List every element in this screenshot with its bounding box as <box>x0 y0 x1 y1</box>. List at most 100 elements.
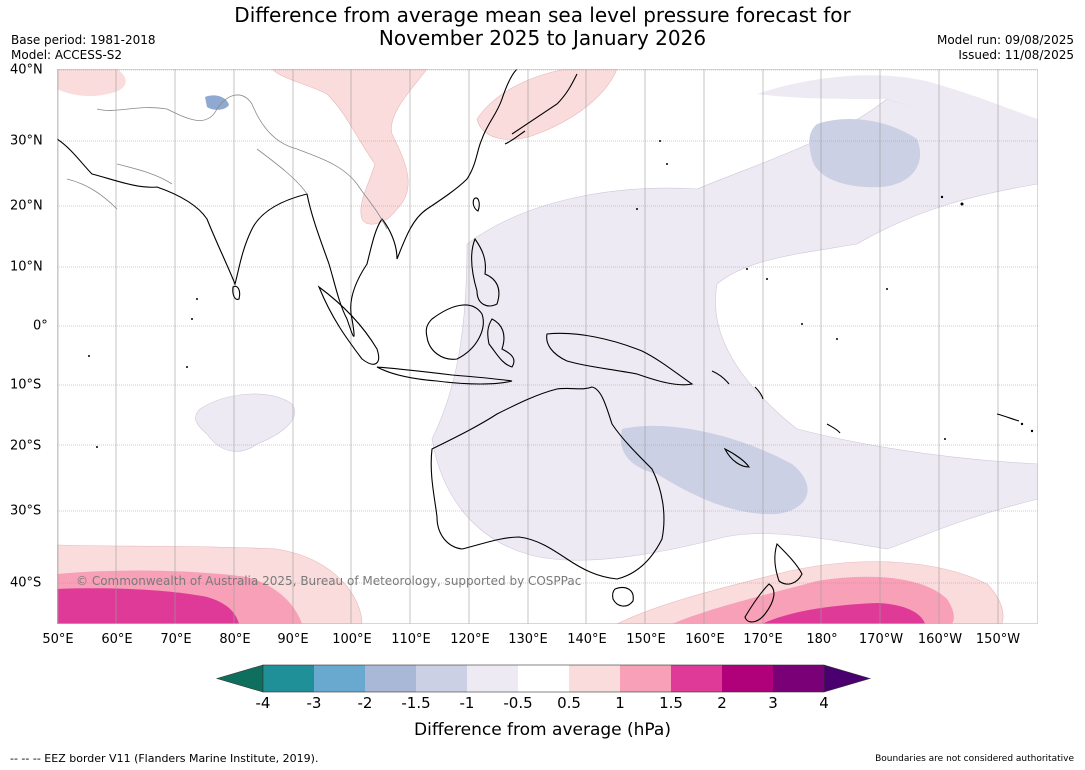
new-zealand-north <box>774 542 803 585</box>
x-tick: 180° <box>806 632 838 647</box>
colorbar-segments <box>215 664 871 693</box>
x-tick: 50°E <box>42 632 74 647</box>
x-tick: 120°E <box>450 632 490 647</box>
taiwan <box>472 197 480 212</box>
y-tick: 10°N <box>10 259 43 275</box>
colorbar-label: -2 <box>357 694 373 712</box>
colorbar-label: -3 <box>306 694 322 712</box>
eez-legend: -- -- -- EEZ border V11 (Flanders Marine… <box>10 752 319 765</box>
x-tick: 80°E <box>219 632 251 647</box>
australia <box>430 386 665 580</box>
issued-date: Issued: 11/08/2025 <box>958 48 1074 62</box>
borneo <box>425 304 484 360</box>
base-period: Base period: 1981-2018 <box>11 33 156 47</box>
anomaly-patch-coral-sea <box>620 425 808 515</box>
graticule <box>57 69 1038 624</box>
positive-anomaly-japan <box>476 69 618 140</box>
y-tick: 20°N <box>10 198 43 214</box>
x-tick: 150°E <box>626 632 666 647</box>
y-tick: 30°S <box>10 503 42 519</box>
colorbar <box>215 664 871 693</box>
country-borders <box>66 94 388 230</box>
copyright-notice: © Commonwealth of Australia 2025, Bureau… <box>76 574 582 588</box>
pacific-islands <box>711 370 1020 434</box>
map-frame <box>57 69 1038 624</box>
colorbar-segment <box>467 665 518 692</box>
colorbar-segment <box>365 665 416 692</box>
philippines <box>471 237 500 307</box>
negative-anomaly-indian-ocean <box>195 393 295 452</box>
positive-anomaly-arabia <box>57 69 126 97</box>
map-panel <box>57 69 1038 624</box>
colorbar-label: 2 <box>717 694 727 712</box>
x-tick: 110°E <box>391 632 431 647</box>
y-tick: 10°S <box>10 377 42 393</box>
colorbar-label: -4 <box>255 694 271 712</box>
y-tick: 0° <box>33 318 48 334</box>
title-line-2: November 2025 to January 2026 <box>378 26 707 50</box>
asia-coastline <box>57 69 518 337</box>
model-run: Model run: 09/08/2025 <box>936 33 1074 47</box>
x-tick: 60°E <box>101 632 133 647</box>
colorbar-segment <box>620 665 671 692</box>
colorbar-label: 3 <box>768 694 778 712</box>
sri-lanka <box>232 285 241 300</box>
x-tick: 140°E <box>567 632 607 647</box>
new-guinea <box>546 332 694 386</box>
colorbar-label: -1.5 <box>401 694 431 712</box>
meta-left: Base period: 1981-2018 Model: ACCESS-S2 <box>11 33 156 63</box>
colorbar-segment <box>416 665 467 692</box>
x-tick: 130°E <box>508 632 548 647</box>
y-tick: 20°S <box>10 438 42 454</box>
sumatra <box>317 285 380 365</box>
japan-coastline <box>504 73 578 145</box>
colorbar-label: -1 <box>459 694 475 712</box>
colorbar-extend-low <box>215 664 264 693</box>
anomaly-shading <box>57 69 1038 624</box>
new-caledonia <box>723 447 751 468</box>
colorbar-segment <box>671 665 722 692</box>
model-name: Model: ACCESS-S2 <box>11 48 123 62</box>
anomaly-patch-north-pacific <box>809 119 921 188</box>
colorbar-segment <box>722 665 773 692</box>
y-tick: 40°N <box>10 62 43 78</box>
title-line-1: Difference from average mean sea level p… <box>234 3 851 27</box>
meta-right: Model run: 09/08/2025 Issued: 11/08/2025 <box>937 33 1074 63</box>
x-tick: 150°W <box>975 632 1021 647</box>
x-tick: 170°W <box>858 632 904 647</box>
y-tick: 40°S <box>10 575 42 591</box>
coastlines <box>57 69 1020 623</box>
colorbar-outline <box>262 664 825 693</box>
positive-anomaly-south-indian-inner <box>57 588 239 624</box>
positive-anomaly-tasman-inner <box>762 603 925 624</box>
colorbar-segment <box>569 665 620 692</box>
colorbar-extend-high <box>823 664 871 693</box>
tasmania <box>612 586 634 607</box>
x-tick: 90°E <box>277 632 309 647</box>
anomaly-patch-himalaya <box>205 95 229 110</box>
map-title: Difference from average mean sea level p… <box>0 4 1085 50</box>
colorbar-label: -0.5 <box>503 694 533 712</box>
x-tick: 160°W <box>917 632 963 647</box>
positive-anomaly-china <box>271 69 428 225</box>
x-tick: 160°E <box>685 632 725 647</box>
y-tick: 30°N <box>10 133 43 149</box>
colorbar-title: Difference from average (hPa) <box>414 720 671 740</box>
x-tick: 70°E <box>160 632 192 647</box>
colorbar-label: 4 <box>819 694 829 712</box>
new-zealand-south <box>744 583 775 623</box>
java <box>376 366 513 385</box>
colorbar-label: 1 <box>615 694 625 712</box>
colorbar-segment <box>518 665 569 692</box>
x-tick: 100°E <box>332 632 372 647</box>
x-tick: 170°E <box>743 632 783 647</box>
colorbar-label: 1.5 <box>659 694 683 712</box>
colorbar-label: 0.5 <box>557 694 581 712</box>
colorbar-segment <box>773 665 824 692</box>
negative-anomaly-north-pacific <box>757 75 1038 139</box>
island-markers <box>88 140 1034 448</box>
colorbar-segment <box>263 665 314 692</box>
colorbar-segment <box>314 665 365 692</box>
boundary-disclaimer: Boundaries are not considered authoritat… <box>875 754 1074 764</box>
sulawesi <box>487 318 515 368</box>
